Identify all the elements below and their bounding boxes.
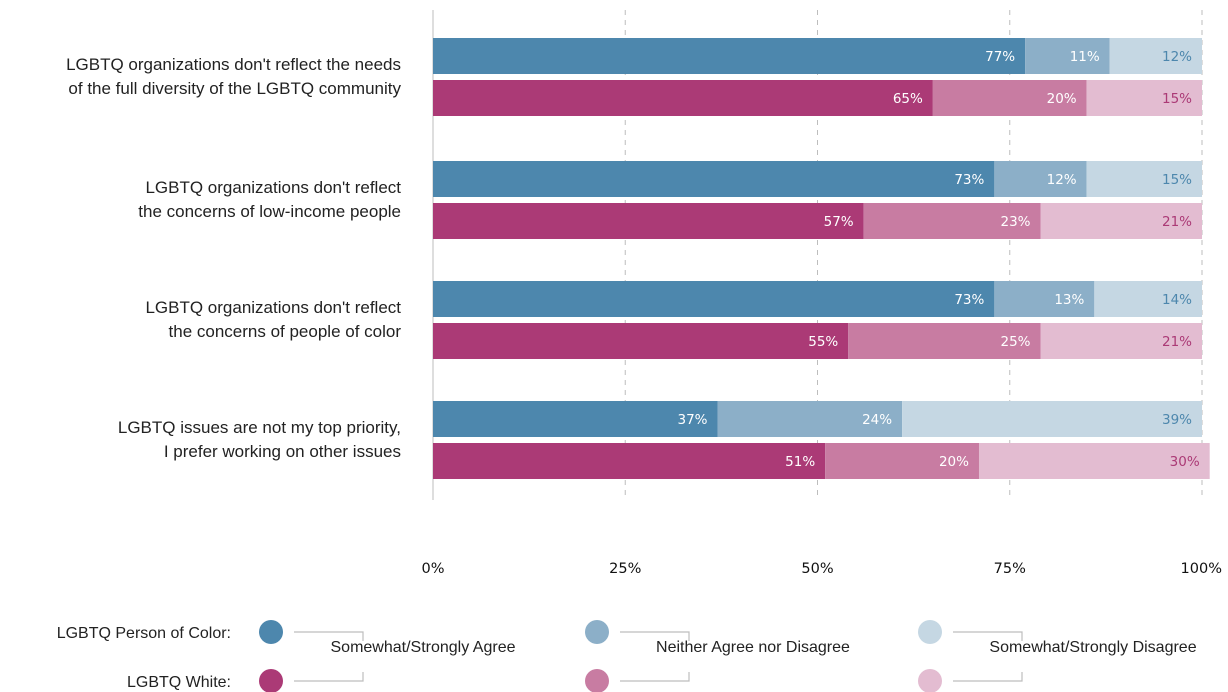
- bar-segment: [1040, 323, 1202, 359]
- bar-segment: [978, 443, 1210, 479]
- bar-segment: [1040, 203, 1202, 239]
- data-label: 12%: [1047, 172, 1077, 188]
- data-label: 20%: [1047, 91, 1077, 107]
- legend: LGBTQ Person of Color: LGBTQ White: Somewh…: [57, 620, 1197, 692]
- bar-segment: [433, 203, 864, 239]
- legend-row-label: LGBTQ Person of Color:: [57, 625, 231, 642]
- category-label: LGBTQ issues are not my top priority,: [118, 418, 401, 437]
- legend-swatch: [585, 620, 609, 644]
- data-label: 14%: [1162, 292, 1192, 308]
- data-label: 65%: [893, 91, 923, 107]
- x-tick-label: 100%: [1181, 561, 1222, 577]
- legend-connector: [620, 631, 690, 641]
- data-label: 77%: [985, 49, 1015, 65]
- legend-segment-label: Somewhat/Strongly Agree: [331, 639, 516, 656]
- data-label: 12%: [1162, 49, 1192, 65]
- legend-swatch: [918, 620, 942, 644]
- bar-segment: [994, 281, 1095, 317]
- bar-segment: [932, 80, 1087, 116]
- bar-segment: [1086, 80, 1202, 116]
- legend-connector: [294, 631, 364, 641]
- data-label: 23%: [1000, 214, 1030, 230]
- bar-segment: [902, 401, 1202, 437]
- data-label: 73%: [954, 172, 984, 188]
- legend-segment-label: Somewhat/Strongly Disagree: [989, 639, 1196, 656]
- bar-segment: [1086, 161, 1202, 197]
- category-label: LGBTQ organizations don't reflect the ne…: [66, 55, 401, 74]
- legend-connector: [953, 672, 1023, 682]
- data-label: 21%: [1162, 214, 1192, 230]
- data-label: 73%: [954, 292, 984, 308]
- legend-swatch: [259, 620, 283, 644]
- data-label: 24%: [862, 412, 892, 428]
- legend-connector: [953, 631, 1023, 641]
- bar-segment: [825, 443, 979, 479]
- category-label: LGBTQ organizations don't reflect: [145, 298, 401, 317]
- bar-segment: [433, 443, 826, 479]
- category-label: LGBTQ organizations don't reflect: [145, 178, 401, 197]
- data-label: 13%: [1054, 292, 1084, 308]
- legend-connector: [620, 672, 690, 682]
- x-tick-label: 25%: [609, 561, 641, 577]
- bar-segment: [433, 80, 933, 116]
- category-labels: LGBTQ organizations don't reflect the ne…: [66, 55, 401, 461]
- data-label: 51%: [785, 454, 815, 470]
- bar-segment: [433, 161, 995, 197]
- data-label: 11%: [1070, 49, 1100, 65]
- legend-row-label: LGBTQ White:: [127, 674, 231, 691]
- bars: 77% 11% 12% 65% 20% 15% 73% 12% 15% 57% 23% 21% 73% 1…: [433, 38, 1210, 479]
- data-label: 15%: [1162, 172, 1192, 188]
- bar-segment: [848, 323, 1041, 359]
- x-tick-label: 0%: [421, 561, 444, 577]
- data-label: 30%: [1170, 454, 1200, 470]
- category-label: I prefer working on other issues: [164, 442, 401, 461]
- bar-segment: [1109, 38, 1202, 74]
- data-label: 25%: [1000, 334, 1030, 350]
- category-label: the concerns of low-income people: [138, 202, 401, 221]
- legend-swatch: [585, 669, 609, 692]
- data-label: 15%: [1162, 91, 1192, 107]
- data-label: 21%: [1162, 334, 1192, 350]
- data-label: 55%: [808, 334, 838, 350]
- bar-segment: [433, 401, 718, 437]
- legend-swatch: [259, 669, 283, 692]
- bar-segment: [433, 38, 1026, 74]
- bar-segment: [1094, 281, 1202, 317]
- legend-swatch: [918, 669, 942, 692]
- category-label: of the full diversity of the LGBTQ commu…: [68, 79, 401, 98]
- category-label: the concerns of people of color: [169, 322, 402, 341]
- x-axis: 0% 25% 50% 75% 100%: [421, 561, 1222, 577]
- bar-segment: [433, 323, 849, 359]
- x-tick-label: 50%: [801, 561, 833, 577]
- bar-segment: [717, 401, 903, 437]
- bar-segment: [1025, 38, 1110, 74]
- data-label: 20%: [939, 454, 969, 470]
- bar-segment: [994, 161, 1087, 197]
- data-label: 37%: [678, 412, 708, 428]
- legend-segment-label: Neither Agree nor Disagree: [656, 639, 850, 656]
- bar-segment: [433, 281, 995, 317]
- data-label: 57%: [824, 214, 854, 230]
- bar-segment: [863, 203, 1041, 239]
- legend-connector: [294, 672, 364, 682]
- data-label: 39%: [1162, 412, 1192, 428]
- x-tick-label: 75%: [994, 561, 1026, 577]
